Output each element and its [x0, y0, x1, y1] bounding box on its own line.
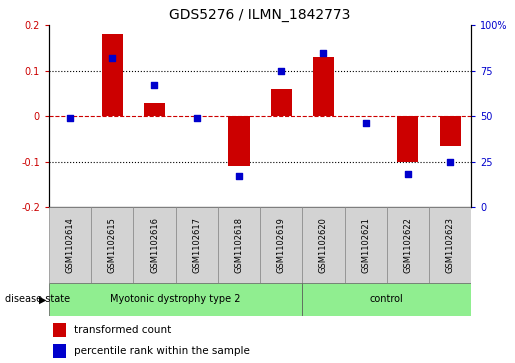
Text: control: control: [370, 294, 404, 305]
Bar: [176, 207, 218, 283]
Bar: [53, 323, 66, 337]
Text: GSM1102617: GSM1102617: [192, 217, 201, 273]
Point: [277, 68, 285, 74]
Text: disease state: disease state: [5, 294, 70, 305]
Point: [150, 82, 159, 88]
Bar: [260, 207, 302, 283]
Point: [193, 115, 201, 121]
Text: GSM1102615: GSM1102615: [108, 217, 117, 273]
Bar: [302, 283, 471, 316]
Text: GSM1102621: GSM1102621: [361, 217, 370, 273]
Point: [235, 173, 243, 179]
Text: transformed count: transformed count: [74, 325, 171, 335]
Bar: [218, 207, 260, 283]
Bar: [313, 57, 334, 116]
Bar: [429, 207, 471, 283]
Bar: [133, 207, 176, 283]
Bar: [49, 283, 302, 316]
Text: GSM1102614: GSM1102614: [65, 217, 75, 273]
Text: GSM1102623: GSM1102623: [445, 217, 455, 273]
Bar: [270, 89, 291, 116]
Text: GSM1102619: GSM1102619: [277, 217, 286, 273]
Bar: [101, 34, 123, 116]
Bar: [91, 207, 133, 283]
Bar: [440, 116, 460, 146]
Bar: [345, 207, 387, 283]
Bar: [387, 207, 429, 283]
Text: GSM1102620: GSM1102620: [319, 217, 328, 273]
Bar: [228, 116, 249, 166]
Bar: [53, 344, 66, 358]
Point: [319, 50, 328, 56]
Point: [446, 159, 454, 164]
Bar: [144, 102, 165, 116]
Title: GDS5276 / ILMN_1842773: GDS5276 / ILMN_1842773: [169, 8, 351, 22]
Point: [362, 121, 370, 126]
Text: GSM1102618: GSM1102618: [234, 217, 244, 273]
Text: GSM1102622: GSM1102622: [403, 217, 413, 273]
Bar: [302, 207, 345, 283]
Point: [108, 55, 116, 61]
Text: percentile rank within the sample: percentile rank within the sample: [74, 346, 250, 356]
Text: GSM1102616: GSM1102616: [150, 217, 159, 273]
Point: [404, 171, 412, 177]
Bar: [49, 207, 91, 283]
Point: [66, 115, 74, 121]
Text: ▶: ▶: [39, 294, 46, 305]
Bar: [398, 116, 418, 162]
Text: Myotonic dystrophy type 2: Myotonic dystrophy type 2: [110, 294, 241, 305]
